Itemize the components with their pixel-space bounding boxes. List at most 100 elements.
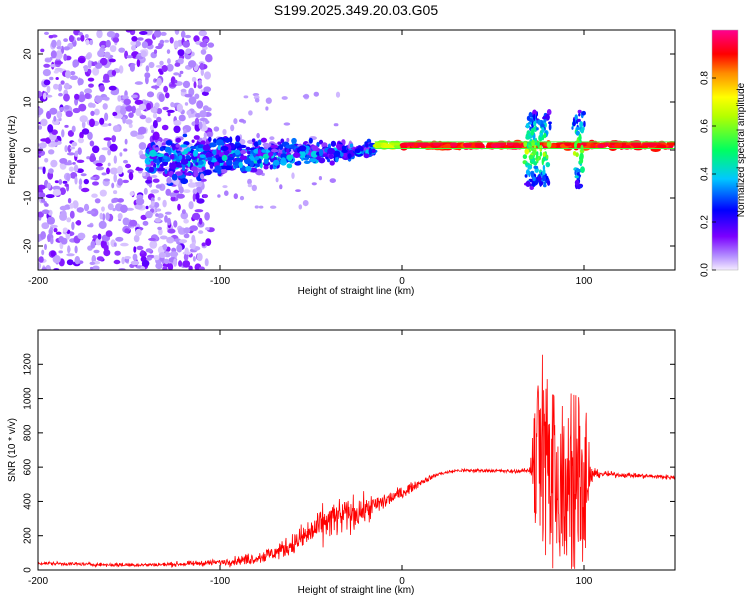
spectrogram-cell [125,119,133,125]
spectrogram-cell [180,178,189,185]
spectrogram-cell [330,140,337,147]
spectrogram-cell [530,128,535,136]
spectrogram-cell [88,83,94,88]
spectrogram-cell [130,40,137,46]
spectrogram-cell [318,139,324,145]
spectrogram-cell [530,171,535,179]
spectrogram-cell [63,93,70,102]
spectrogram-cell [74,245,78,254]
spectrogram-cell [327,147,335,155]
spectrogram-cell [156,116,162,123]
spectrogram-cell [53,115,57,122]
spectrogram-cell [44,158,49,163]
spectrogram-cell [63,46,70,51]
spectrogram-cell [109,143,118,152]
spectrogram-cell [105,212,110,221]
spectrogram-cell [59,158,68,164]
spectrogram-cell [156,153,165,158]
spectrogram-cell [546,109,552,116]
spectrogram-cell [72,61,78,68]
spectrogram-cell [58,92,63,97]
spectrogram-cell [88,68,92,75]
spectrogram-cell [68,35,75,43]
spectrogram-cell [187,182,197,188]
spectrogram-cell [133,234,140,243]
spectrogram-cell [153,202,160,208]
spectrogram-cell [84,93,91,99]
spectrogram-cell [189,179,193,183]
spectrogram-cell [161,142,166,146]
spectrogram-cell [104,51,111,58]
spectrogram-cell [67,152,75,156]
spectrogram-cell [128,112,134,118]
spectrogram-cell [546,141,552,149]
spectrogram-cell [67,245,71,254]
spectrogram-cell [201,91,209,96]
spectrogram-cell [166,63,174,72]
spectrogram-cell [134,203,143,210]
spectrogram-cell [168,148,172,156]
spectrogram-cell [200,89,204,93]
spectrogram-cell [41,249,45,256]
spectrogram-cell [180,159,189,165]
spectrogram-cell [265,97,272,104]
spectrogram-cell [656,144,667,150]
spectrogram-cell [513,142,519,148]
spectrogram-cell [56,46,63,50]
spectrogram-cell [64,183,69,187]
spectrogram-cell [189,225,198,232]
spectrogram-cell [128,172,134,181]
spectrogram-cell [537,175,542,182]
spectrogram-cell [92,181,99,186]
spectrogram-cell [102,213,106,222]
spectrogram-cell [253,149,259,154]
spectrogram-cell [149,240,158,249]
spectrogram-cell [188,265,193,270]
spectrogram-cell [66,217,72,223]
spectrogram-cell [167,217,171,226]
spectrogram-cell [156,158,160,166]
spectrogram-cell [99,117,105,125]
spectrogram-cell [159,39,165,45]
spectrogram-cell [140,50,147,58]
spectrogram-cell [78,57,86,64]
spectrogram-cell [182,133,188,138]
spectrogram-cell [114,32,120,39]
spectrogram-cell [173,120,182,126]
spectrogram-cell [74,176,78,185]
spectrogram-cell [162,106,169,111]
spectrogram-cell [195,162,199,166]
spectrogram-cell [50,159,58,168]
spectrogram-cell [542,175,546,182]
spectrogram-cell [580,144,584,151]
spectrogram-cell [164,39,170,43]
spectrogram-cell [49,76,54,81]
spectrogram-cell [113,115,123,119]
spectrogram-cell [579,157,584,164]
spectrogram-cell [457,145,462,151]
spectrogram-cell [131,45,136,51]
spectrogram-cell [145,248,153,253]
spectrogram-cell [263,164,269,170]
spectrogram-cell [250,155,255,163]
spectrogram-cell [205,54,213,63]
spectrogram-cell [198,30,207,37]
spectrogram-cell [201,242,206,247]
spectrogram-cell [139,115,147,120]
spectrogram-cell [95,162,103,167]
spectrogram-cell [38,262,42,270]
spectrogram-cell [184,102,189,106]
spectrogram-cell [140,266,146,270]
spectrogram-cell [311,145,319,151]
spectrogram-cell [124,138,128,145]
spectrogram-cell [180,88,187,93]
spectrogram-cell [99,212,103,220]
spectrogram-cell [233,118,238,125]
spectrogram-cell [173,220,178,228]
spectrogram-cell [239,155,248,160]
spectrogram-cell [169,162,177,170]
spectrogram-cell [528,154,534,160]
spectrogram-cell [112,125,120,133]
spectrogram-cell [590,143,595,149]
